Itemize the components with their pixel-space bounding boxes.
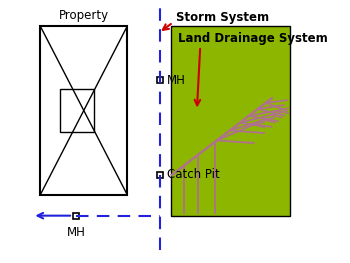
Text: MH: MH <box>66 226 85 239</box>
Text: Land Drainage System: Land Drainage System <box>178 32 328 45</box>
Bar <box>60 89 94 132</box>
Bar <box>157 77 163 83</box>
Text: Storm System: Storm System <box>176 11 269 24</box>
Bar <box>157 172 163 178</box>
Bar <box>170 26 290 216</box>
Bar <box>73 213 79 219</box>
Text: MH: MH <box>167 74 186 87</box>
Text: Property: Property <box>59 9 109 22</box>
Bar <box>40 26 127 195</box>
Text: Catch Pit: Catch Pit <box>167 168 219 181</box>
